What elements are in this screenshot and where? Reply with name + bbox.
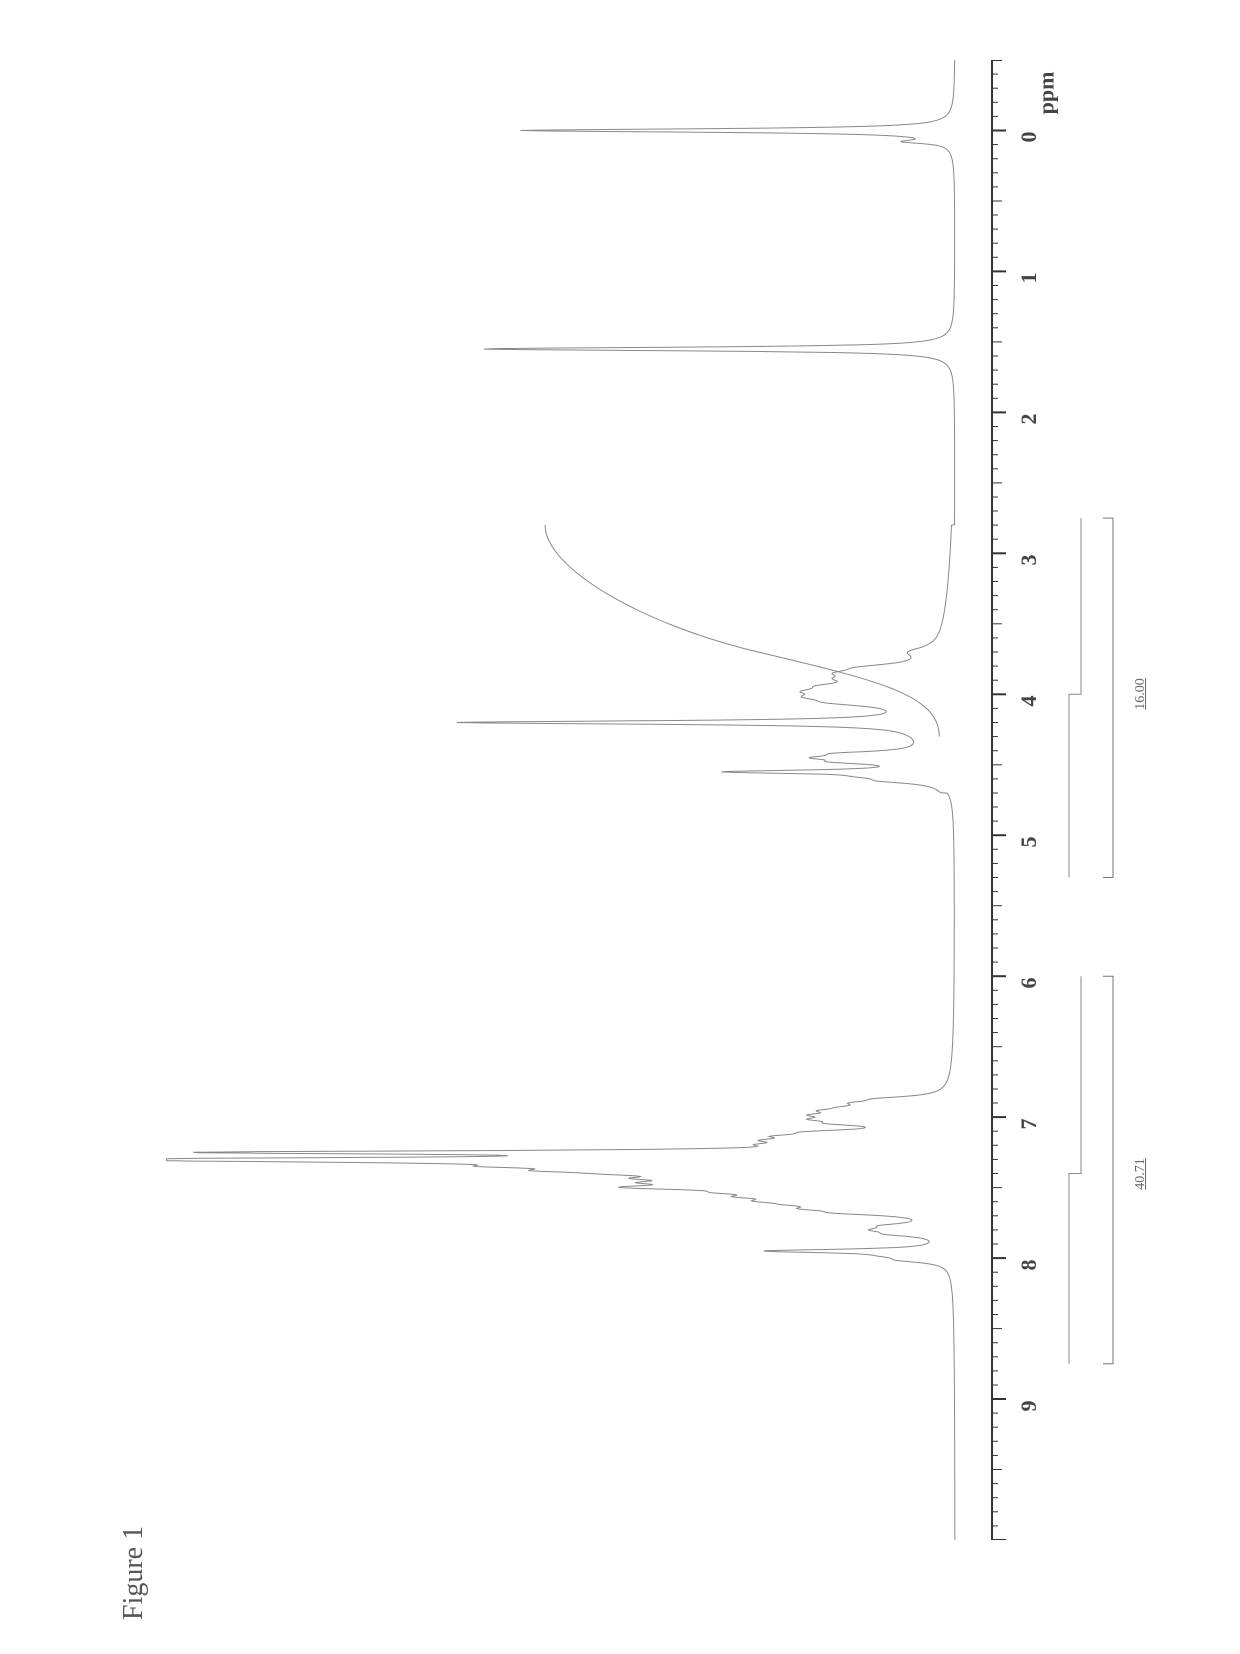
tick-label: 2 (1016, 404, 1042, 434)
spectrum-svg (150, 60, 980, 1540)
spectrum-trace (167, 60, 956, 1540)
integral-strip (1055, 60, 1175, 1540)
axis-unit-label: ppm (1033, 72, 1059, 115)
integral-bracket (1103, 518, 1113, 877)
integral-bracket (1103, 976, 1113, 1364)
figure-label: Figure 1 (118, 1526, 150, 1620)
broad-hump-curve (545, 525, 939, 736)
tick-label: 5 (1016, 827, 1042, 857)
integral-step (1069, 518, 1081, 877)
tick-label: 3 (1016, 545, 1042, 575)
tick-label: 7 (1016, 1109, 1042, 1139)
nmr-plot-area (150, 60, 980, 1540)
integral-value: 16.00 (1133, 669, 1149, 719)
tick-label: 0 (1016, 122, 1042, 152)
tick-label: 1 (1016, 263, 1042, 293)
tick-label: 9 (1016, 1391, 1042, 1421)
tick-label: 8 (1016, 1250, 1042, 1280)
tick-label: 4 (1016, 686, 1042, 716)
integral-value: 40.71 (1133, 1149, 1149, 1199)
tick-label: 6 (1016, 968, 1042, 998)
integral-svg (1055, 60, 1175, 1540)
integral-step (1069, 976, 1081, 1364)
